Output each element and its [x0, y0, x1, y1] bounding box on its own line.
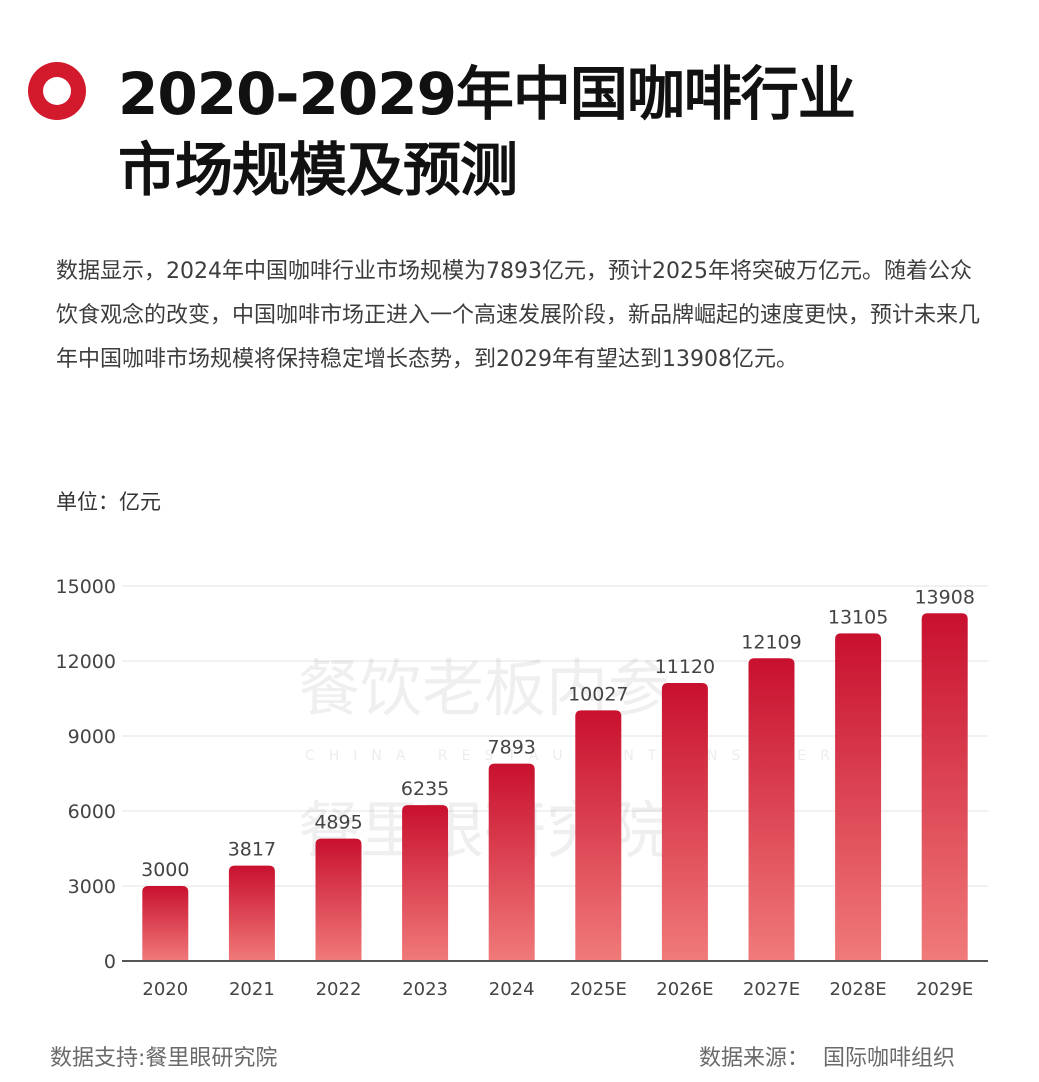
y-tick-label: 15000 [56, 576, 116, 598]
x-tick-label: 2026E [656, 979, 713, 1000]
y-tick-label: 9000 [68, 726, 116, 748]
data-source: 数据来源： 国际咖啡组织 [699, 1040, 955, 1072]
y-tick-label: 0 [104, 951, 116, 973]
data-label: 12109 [741, 631, 801, 653]
y-tick-label: 12000 [56, 651, 116, 673]
bar [661, 683, 708, 961]
x-tick-label: 2029E [916, 979, 973, 1000]
data-label: 3000 [141, 859, 189, 881]
title-line-2: 市场规模及预测 [118, 136, 518, 204]
data-label: 7893 [488, 737, 536, 759]
x-tick-label: 2028E [830, 979, 887, 1000]
x-tick-label: 2022 [316, 979, 362, 1000]
bars [142, 613, 968, 961]
y-tick-label: 3000 [68, 876, 116, 898]
bar [142, 886, 189, 961]
x-tick-label: 2027E [743, 979, 800, 1000]
data-label: 11120 [655, 656, 715, 678]
title-bullet-icon [28, 62, 86, 120]
data-label: 13105 [828, 606, 888, 628]
x-tick-label: 2020 [142, 979, 188, 1000]
y-axis-ticks: 0 3000 6000 9000 12000 15000 [56, 576, 116, 973]
bar-chart: 餐饮老板内参 CHINA RESTAURANT INSIDER 餐里眼研究院 0… [56, 576, 988, 1000]
x-tick-label: 2024 [489, 979, 535, 1000]
data-source-label: 数据来源： [698, 1046, 809, 1071]
data-label: 13908 [914, 586, 974, 608]
bar [748, 658, 795, 961]
bar [315, 838, 362, 961]
x-tick-label: 2025E [570, 979, 627, 1000]
bar [921, 613, 968, 961]
bar [228, 865, 275, 961]
bar [488, 763, 535, 961]
unit-label: 单位：亿元 [56, 490, 161, 514]
data-support: 数据支持:餐里眼研究院 [50, 1046, 278, 1071]
page-title: 2020-2029年中国咖啡行业 市场规模及预测 [118, 56, 998, 208]
data-source-value: 国际咖啡组织 [822, 1046, 955, 1071]
x-tick-label: 2021 [229, 979, 275, 1000]
x-tick-label: 2023 [402, 979, 448, 1000]
y-tick-label: 6000 [68, 801, 116, 823]
description-paragraph: 数据显示，2024年中国咖啡行业市场规模为7893亿元，预计2025年将突破万亿… [56, 259, 981, 372]
data-label: 4895 [314, 812, 362, 834]
data-label: 10027 [568, 683, 628, 705]
x-axis-ticks: 2020 2021 2022 2023 2024 2025E 2026E 2027E 2028E… [142, 979, 973, 1000]
bar [575, 710, 622, 961]
data-labels: 3000 3817 4895 6235 7893 10027 11120 12109 13105… [141, 586, 975, 881]
bar [402, 805, 449, 961]
bar [835, 633, 882, 961]
title-line-1: 2020-2029年中国咖啡行业 [118, 60, 856, 128]
data-label: 6235 [401, 778, 449, 800]
data-label: 3817 [228, 839, 276, 861]
